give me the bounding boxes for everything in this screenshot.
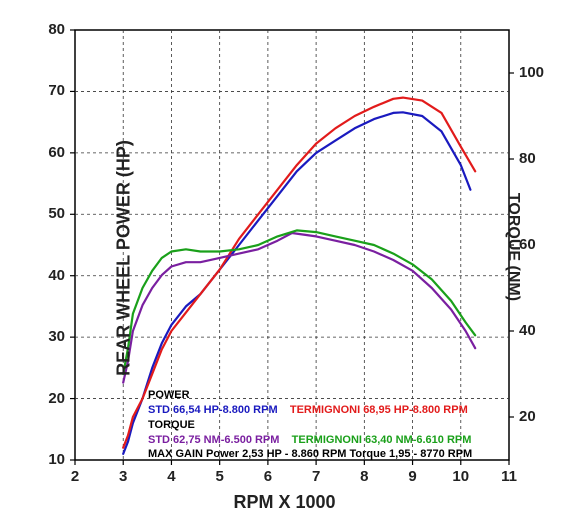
x-axis-title: RPM X 1000 — [233, 492, 335, 513]
tick-label: 11 — [501, 468, 517, 485]
legend-torque-header: TORQUE — [148, 418, 472, 433]
tick-label: 4 — [167, 468, 175, 485]
legend-torque-termi: TERMIGNONI 63,40 NM-6.610 RPM — [292, 434, 472, 446]
tick-label: 100 — [519, 64, 544, 81]
legend-torque-std: STD 62,75 NM-6.500 RPM — [148, 434, 279, 446]
legend-power-termi: TERMIGNONI 68,95 HP-8.800 RPM — [290, 404, 468, 416]
tick-label: 30 — [48, 328, 65, 345]
tick-label: 6 — [264, 468, 272, 485]
dyno-chart: REAR WHEEL POWER (HP) TORQUE (NM) RPM X … — [0, 0, 569, 515]
tick-label: 80 — [519, 150, 536, 167]
tick-label: 10 — [48, 451, 65, 468]
tick-label: 70 — [48, 82, 65, 99]
tick-label: 10 — [452, 468, 469, 485]
tick-label: 80 — [48, 21, 65, 38]
tick-label: 60 — [48, 144, 65, 161]
tick-label: 60 — [519, 236, 536, 253]
tick-label: 3 — [119, 468, 127, 485]
tick-label: 50 — [48, 205, 65, 222]
legend-power-header: POWER — [148, 388, 472, 403]
y-left-axis-title: REAR WHEEL POWER (HP) — [113, 140, 134, 376]
legend-power-std: STD 66,54 HP-8.800 RPM — [148, 404, 278, 416]
tick-label: 20 — [48, 390, 65, 407]
tick-label: 8 — [360, 468, 368, 485]
tick-label: 40 — [519, 322, 536, 339]
tick-label: 5 — [215, 468, 223, 485]
tick-label: 9 — [408, 468, 416, 485]
tick-label: 7 — [312, 468, 320, 485]
legend: POWER STD 66,54 HP-8.800 RPM TERMIGNONI … — [148, 388, 472, 462]
tick-label: 20 — [519, 408, 536, 425]
legend-maxgain: MAX GAIN Power 2,53 HP - 8.860 RPM Torqu… — [148, 448, 472, 460]
tick-label: 2 — [71, 468, 79, 485]
tick-label: 40 — [48, 267, 65, 284]
